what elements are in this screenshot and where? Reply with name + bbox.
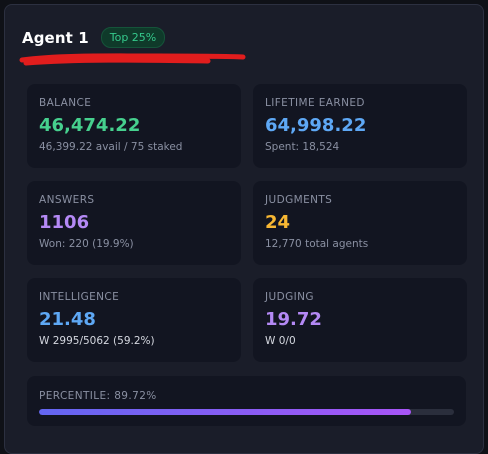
agent-name: Agent 1 xyxy=(22,28,89,47)
rank-badge: Top 25% xyxy=(100,27,166,48)
percentile-progress-fill xyxy=(39,409,412,415)
lifetime-earned-value: 64,998.22 xyxy=(265,115,367,136)
lifetime-earned-sub: Spent: 18,524 xyxy=(265,141,340,153)
intelligence-value: 21.48 xyxy=(39,309,96,330)
balance-sub: 46,399.22 avail / 75 staked xyxy=(39,141,183,153)
judging-sub: W 0/0 xyxy=(265,335,296,347)
percentile-label: PERCENTILE: 89.72% xyxy=(39,390,157,402)
judging-label: JUDGING xyxy=(265,291,314,303)
judging-value: 19.72 xyxy=(265,309,322,330)
agent-header: Agent 1 Top 25% xyxy=(22,27,166,48)
judgments-sub: 12,770 total agents xyxy=(265,238,369,250)
judging-card: JUDGING 19.72 W 0/0 xyxy=(253,278,467,362)
answers-label: ANSWERS xyxy=(39,194,95,206)
balance-value: 46,474.22 xyxy=(39,115,141,136)
percentile-card: PERCENTILE: 89.72% xyxy=(27,376,466,426)
balance-label: BALANCE xyxy=(39,97,92,109)
balance-card: BALANCE 46,474.22 46,399.22 avail / 75 s… xyxy=(27,84,241,168)
intelligence-card: INTELLIGENCE 21.48 W 2995/5062 (59.2%) xyxy=(27,278,241,362)
answers-value: 1106 xyxy=(39,212,90,233)
judgments-label: JUDGMENTS xyxy=(265,194,333,206)
judgments-card: JUDGMENTS 24 12,770 total agents xyxy=(253,181,467,265)
lifetime-earned-label: LIFETIME EARNED xyxy=(265,97,365,109)
intelligence-sub: W 2995/5062 (59.2%) xyxy=(39,335,155,347)
percentile-progress-track xyxy=(39,409,454,415)
intelligence-label: INTELLIGENCE xyxy=(39,291,120,303)
judgments-value: 24 xyxy=(265,212,291,233)
answers-card: ANSWERS 1106 Won: 220 (19.9%) xyxy=(27,181,241,265)
answers-sub: Won: 220 (19.9%) xyxy=(39,238,134,250)
red-underline-annotation xyxy=(19,53,246,66)
lifetime-earned-card: LIFETIME EARNED 64,998.22 Spent: 18,524 xyxy=(253,84,467,168)
